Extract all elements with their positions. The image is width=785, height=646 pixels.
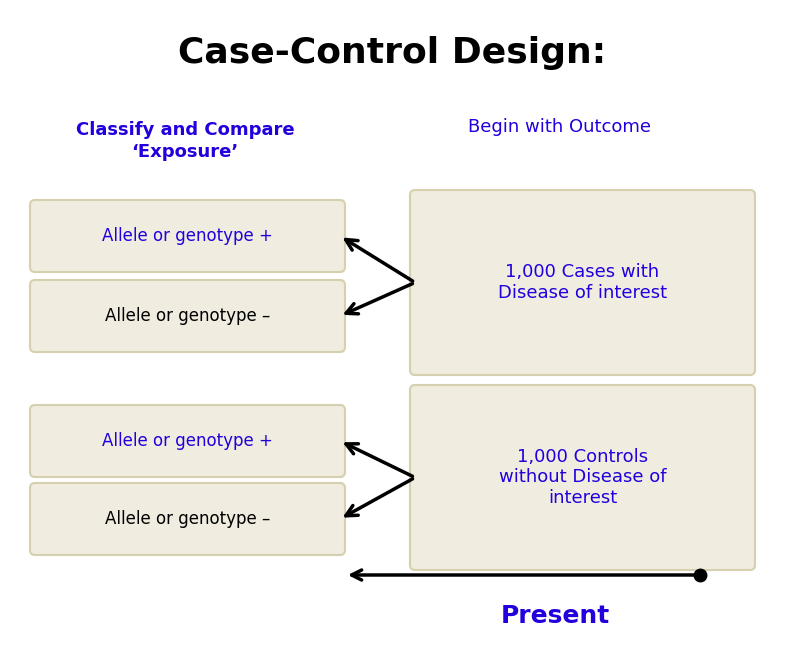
FancyBboxPatch shape (30, 200, 345, 272)
Text: Allele or genotype +: Allele or genotype + (102, 227, 273, 245)
FancyBboxPatch shape (30, 483, 345, 555)
Text: Allele or genotype –: Allele or genotype – (105, 307, 270, 325)
FancyBboxPatch shape (30, 280, 345, 352)
FancyBboxPatch shape (410, 190, 755, 375)
FancyBboxPatch shape (30, 405, 345, 477)
Text: Case-Control Design:: Case-Control Design: (178, 36, 606, 70)
Text: Allele or genotype +: Allele or genotype + (102, 432, 273, 450)
Text: Begin with Outcome: Begin with Outcome (469, 118, 652, 136)
Text: Classify and Compare
‘Exposure’: Classify and Compare ‘Exposure’ (75, 121, 294, 162)
Text: 1,000 Cases with
Disease of interest: 1,000 Cases with Disease of interest (498, 263, 667, 302)
Text: 1,000 Controls
without Disease of
interest: 1,000 Controls without Disease of intere… (498, 448, 666, 507)
FancyBboxPatch shape (410, 385, 755, 570)
Text: Present: Present (500, 604, 610, 628)
Text: Allele or genotype –: Allele or genotype – (105, 510, 270, 528)
